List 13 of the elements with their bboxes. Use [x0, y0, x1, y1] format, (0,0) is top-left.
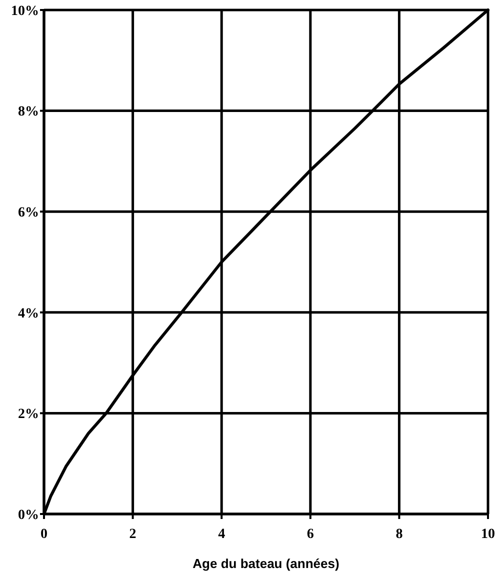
x-tick-label: 4 — [218, 527, 226, 542]
y-tick-label: 6% — [18, 206, 39, 220]
x-tick-label: 6 — [306, 527, 314, 542]
x-axis-title: Age du bateau (années) — [192, 556, 340, 571]
x-tick-label: 0 — [40, 527, 48, 542]
y-tick-label: 0% — [18, 508, 39, 523]
y-tick-label: 2% — [18, 407, 39, 422]
y-tick-label: 10% — [11, 4, 39, 19]
x-tick-label: 2 — [129, 527, 136, 542]
x-tick-label: 10 — [481, 527, 495, 542]
x-tick-label: 8 — [396, 527, 403, 542]
y-tick-label: 4% — [18, 306, 39, 322]
y-tick-label: 8% — [18, 104, 39, 120]
